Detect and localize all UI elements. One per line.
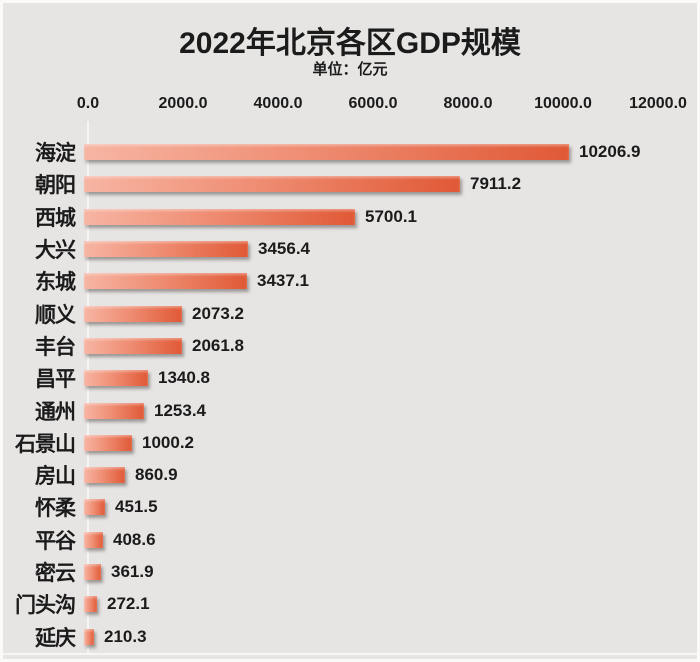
value-label: 860.9: [135, 465, 178, 485]
bar-row: 怀柔 451.5: [0, 491, 700, 523]
value-label: 2061.8: [192, 335, 244, 355]
chart-title: 2022年北京各区GDP规模: [179, 27, 521, 60]
x-axis-tick-label: 12000.0: [629, 95, 687, 112]
category-label: 通州: [35, 400, 76, 424]
x-axis-tick-label: 0.0: [76, 95, 100, 112]
category-label: 丰台: [35, 335, 76, 359]
bar-row: 平谷 408.6: [0, 524, 700, 556]
bar: [84, 596, 97, 613]
x-axis-baseline: [0, 653, 700, 655]
bar-row: 昌平 1340.8: [0, 362, 700, 394]
value-label: 361.9: [111, 562, 154, 581]
value-label: 451.5: [115, 497, 158, 517]
x-axis-tick-label: 8000.0: [443, 95, 493, 112]
bar-row: 密云 361.9: [0, 556, 700, 588]
value-label: 2073.2: [192, 303, 244, 323]
bar: [84, 370, 148, 387]
category-label: 石景山: [15, 432, 76, 456]
bar: [84, 467, 125, 484]
category-label: 延庆: [35, 626, 76, 650]
bar-row: 东城 3437.1: [0, 265, 700, 297]
bar: [84, 531, 103, 548]
bar: [84, 305, 182, 322]
bar: [84, 434, 132, 451]
category-label: 顺义: [35, 303, 76, 327]
bar-row: 通州 1253.4: [0, 394, 700, 426]
category-label: 东城: [35, 271, 76, 295]
value-label: 3456.4: [258, 239, 310, 259]
value-label: 408.6: [113, 529, 156, 549]
value-label: 1340.8: [158, 368, 210, 388]
x-axis-tick-label: 2000.0: [158, 95, 208, 112]
bar: [84, 337, 182, 354]
category-label: 海淀: [35, 142, 76, 166]
category-label: 朝阳: [35, 174, 76, 198]
bar-row: 西城 5700.1: [0, 201, 700, 233]
bar-rows: 海淀 10206.9 朝阳 7911.2 西城 5700.1 大兴 3456.4 东城 3437.…: [0, 136, 700, 653]
category-label: 昌平: [35, 368, 76, 392]
category-label: 密云: [35, 562, 76, 585]
bar-row: 房山 860.9: [0, 459, 700, 491]
category-label: 平谷: [35, 529, 76, 553]
bar-row: 海淀 10206.9: [0, 136, 700, 168]
chart-subtitle: 单位：亿元: [312, 61, 388, 78]
bar-row: 丰台 2061.8: [0, 330, 700, 362]
value-label: 7911.2: [470, 174, 522, 194]
value-label: 1000.2: [142, 432, 194, 452]
category-label: 怀柔: [35, 497, 76, 521]
bar-row: 大兴 3456.4: [0, 233, 700, 265]
value-label: 3437.1: [257, 271, 309, 291]
bar: [84, 144, 569, 161]
bar-row: 门头沟 272.1: [0, 588, 700, 620]
bar: [84, 176, 460, 193]
x-axis-tick-label: 10000.0: [534, 95, 592, 112]
bar: [84, 499, 105, 516]
bar: [84, 241, 248, 258]
value-label: 210.3: [104, 626, 147, 646]
category-label: 房山: [35, 465, 76, 489]
bar-row: 延庆 210.3: [0, 620, 700, 652]
bar-row: 朝阳 7911.2: [0, 168, 700, 200]
bar: [84, 208, 355, 225]
category-label: 门头沟: [15, 594, 76, 618]
y-axis-line: [87, 121, 89, 654]
value-label: 1253.4: [154, 400, 206, 420]
bar-row: 顺义 2073.2: [0, 297, 700, 329]
x-axis-tick-label: 6000.0: [348, 95, 398, 112]
category-label: 大兴: [35, 239, 76, 263]
x-axis: 0.0 2000.0 4000.0 6000.0 8000.0 10000.0 12000.…: [0, 95, 700, 117]
bar: [84, 564, 101, 580]
bar: [84, 273, 247, 290]
category-label: 西城: [35, 206, 76, 230]
x-axis-tick-label: 4000.0: [253, 95, 303, 112]
value-label: 10206.9: [579, 142, 641, 162]
value-label: 272.1: [107, 594, 150, 614]
bar: [84, 628, 94, 645]
bar: [84, 402, 144, 419]
bar-row: 石景山 1000.2: [0, 427, 700, 459]
value-label: 5700.1: [365, 206, 417, 226]
